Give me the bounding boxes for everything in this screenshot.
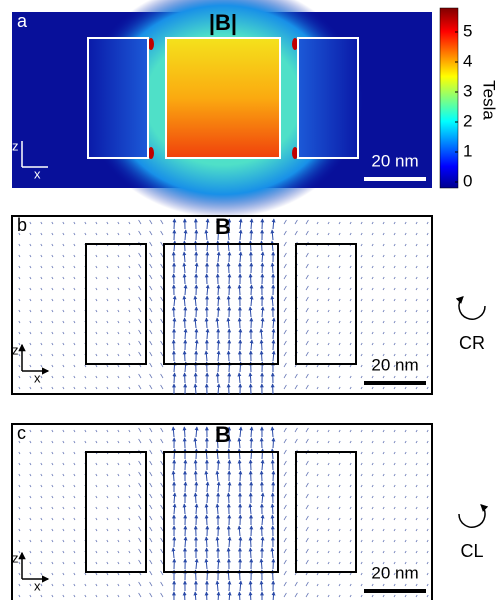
- panel-title: B: [215, 422, 231, 447]
- field-arrow: [174, 373, 175, 383]
- field-arrow: [207, 493, 208, 503]
- field-arrow: [195, 460, 196, 470]
- field-arrow: [250, 592, 251, 600]
- panel-label: b: [17, 215, 27, 235]
- axis-label: x: [34, 370, 41, 385]
- field-arrow: [250, 274, 251, 284]
- colorbar-tick-label: 0: [463, 171, 472, 190]
- field-arrow: [251, 438, 252, 448]
- field-arrow: [206, 592, 207, 600]
- field-arrow: [239, 460, 240, 470]
- field-arrow: [185, 482, 186, 492]
- field-arrow: [272, 515, 273, 525]
- panel-frame: [12, 216, 432, 394]
- field-arrow: [240, 471, 241, 481]
- scale-bar-label: 20 nm: [371, 355, 418, 374]
- colorbar-tick-label: 4: [463, 51, 472, 70]
- side-block: [298, 38, 358, 158]
- scale-bar-label: 20 nm: [371, 563, 418, 582]
- field-arrow: [229, 581, 230, 591]
- field-arrow: [251, 285, 252, 295]
- field-arrow: [239, 285, 240, 295]
- field-arrow: [250, 581, 251, 591]
- field-arrow: [261, 340, 262, 350]
- field-arrow: [228, 548, 229, 558]
- field-arrow: [240, 537, 241, 547]
- field-arrow: [250, 241, 251, 251]
- field-arrow: [173, 471, 174, 481]
- rotation-label: CR: [459, 333, 485, 353]
- field-arrow: [229, 274, 230, 284]
- panel-label: c: [17, 423, 26, 443]
- field-arrow: [218, 296, 219, 306]
- field-arrow: [273, 340, 274, 350]
- field-arrow: [184, 274, 185, 284]
- colorbar-label: Tesla: [480, 80, 498, 120]
- colorbar-tick-label: 1: [463, 141, 472, 160]
- field-arrow: [184, 427, 185, 437]
- field-arrow: [250, 548, 251, 558]
- axis-label: z: [12, 342, 19, 357]
- colorbar-tick-label: 5: [463, 21, 472, 40]
- field-arrow: [174, 318, 175, 328]
- field-arrow: [174, 219, 175, 229]
- field-arrow: [218, 307, 219, 317]
- field-arrow: [218, 340, 219, 350]
- rotation-icon: [459, 505, 485, 527]
- field-arrow: [184, 351, 185, 361]
- rotation-label: CL: [460, 541, 483, 561]
- field-arrow: [273, 329, 274, 339]
- field-arrow: [250, 537, 251, 547]
- panel-label: a: [17, 11, 28, 31]
- field-arrow: [228, 493, 229, 503]
- core-block: [166, 38, 280, 158]
- field-arrow: [206, 504, 207, 514]
- field-arrow: [261, 471, 262, 481]
- panel-title: |B|: [209, 10, 237, 35]
- field-arrow: [206, 318, 207, 328]
- field-arrow: [228, 263, 229, 273]
- field-arrow: [261, 581, 262, 591]
- field-arrow: [229, 460, 230, 470]
- field-arrow: [218, 460, 219, 470]
- field-arrow: [228, 351, 229, 361]
- field-arrow: [184, 241, 185, 251]
- field-arrow: [273, 471, 274, 481]
- field-arrow: [239, 592, 240, 600]
- field-arrow: [218, 285, 219, 295]
- panel-frame: [12, 424, 432, 600]
- axis-label: x: [34, 578, 41, 593]
- field-arrow: [272, 504, 273, 514]
- colorbar-tick-label: 3: [463, 81, 472, 100]
- scale-bar-label: 20 nm: [371, 151, 418, 170]
- field-arrow: [184, 592, 185, 600]
- rotation-icon: [459, 297, 485, 319]
- field-arrow: [261, 241, 262, 251]
- colorbar-tick-label: 2: [463, 111, 472, 130]
- field-arrow: [195, 493, 196, 503]
- field-arrow: [196, 329, 197, 339]
- panel-title: B: [215, 214, 231, 239]
- axis-label: z: [12, 550, 19, 565]
- field-arrow: [195, 241, 196, 251]
- axis-label: z: [12, 138, 19, 153]
- axis-label: x: [34, 166, 41, 181]
- field-arrow: [229, 482, 230, 492]
- field-arrow: [273, 438, 274, 448]
- field-arrow: [262, 449, 263, 459]
- field-arrow: [228, 296, 229, 306]
- field-arrow: [206, 515, 207, 525]
- field-arrow: [272, 263, 273, 273]
- field-arrow: [229, 252, 230, 262]
- side-block: [88, 38, 148, 158]
- field-arrow: [261, 351, 262, 361]
- colorbar: [440, 8, 458, 188]
